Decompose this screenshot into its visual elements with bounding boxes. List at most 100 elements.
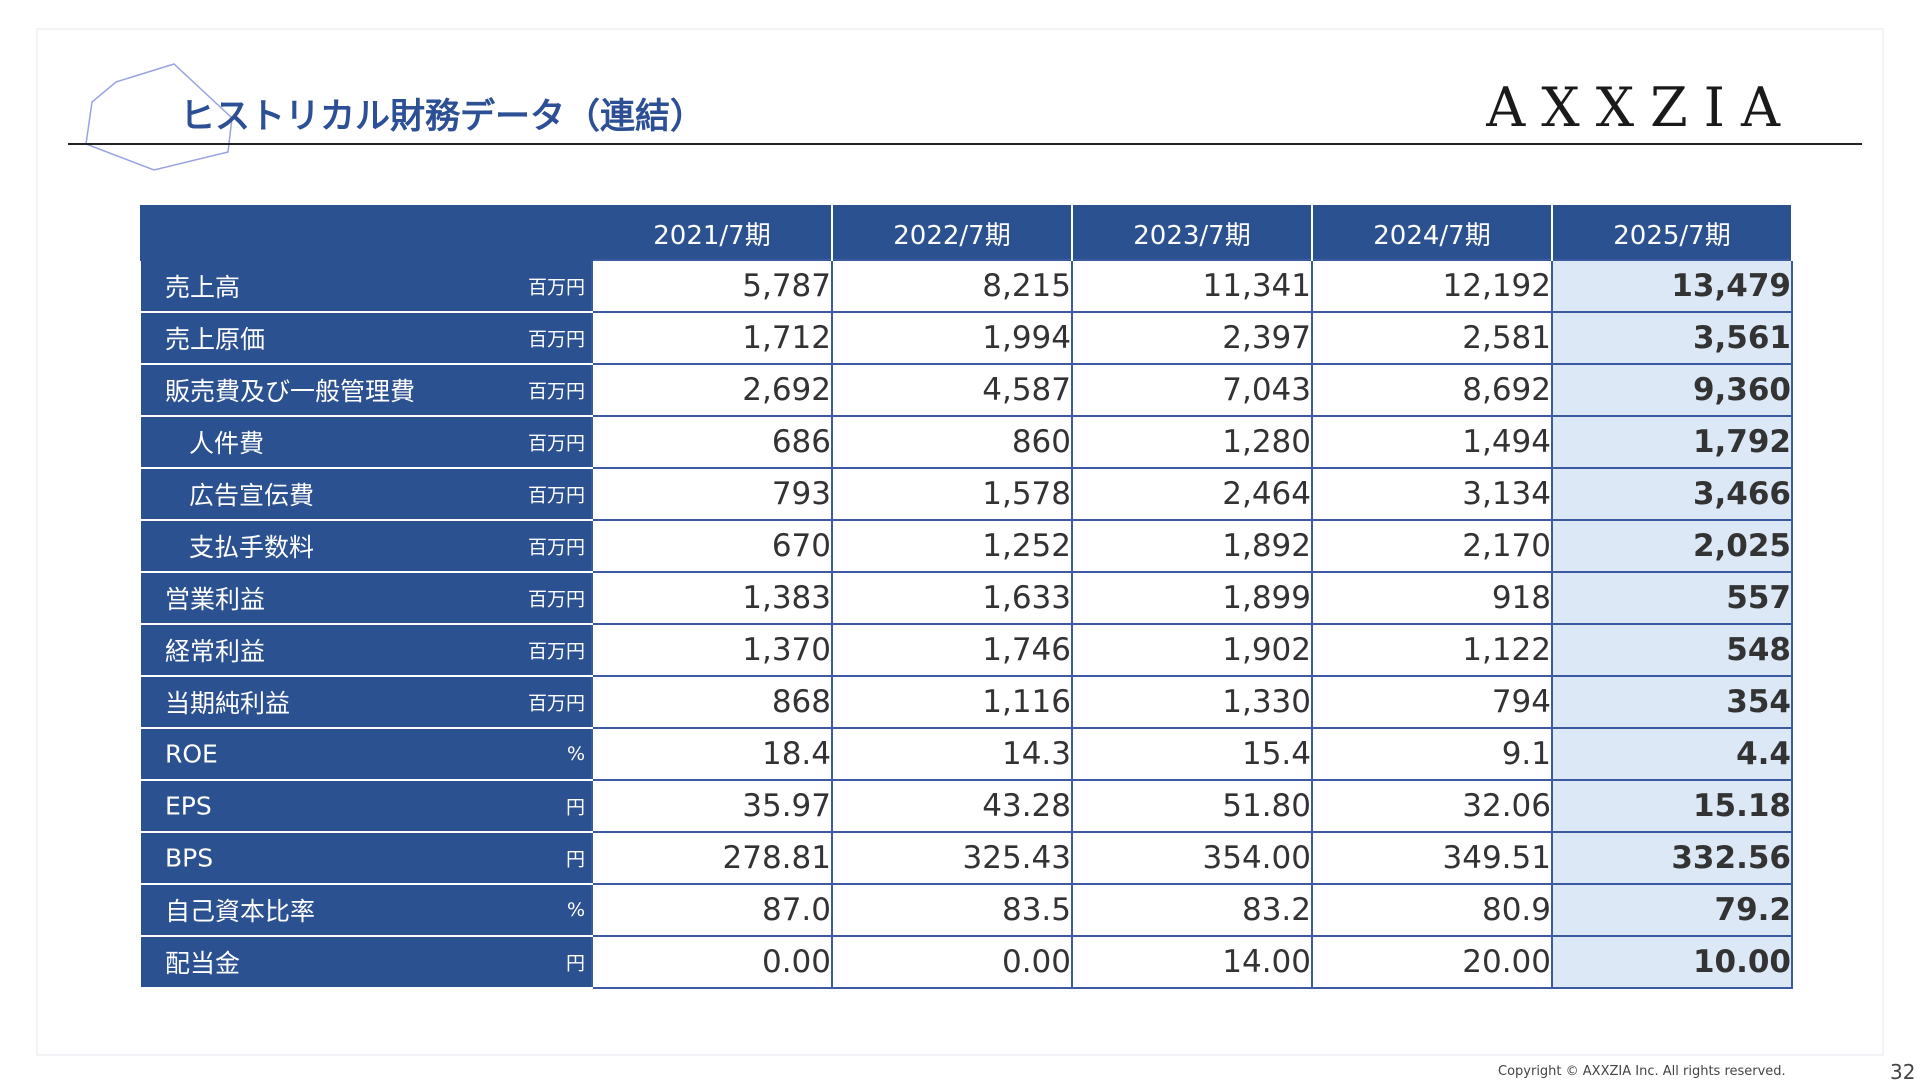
table-cell: 557 xyxy=(1551,571,1793,625)
column-header: 2024/7期 xyxy=(1311,205,1553,260)
table-cell: 14.3 xyxy=(831,727,1073,781)
table-cell: 14.00 xyxy=(1071,935,1313,989)
table-cell: 332.56 xyxy=(1551,831,1793,885)
table-cell: 18.4 xyxy=(591,727,833,781)
table-cell: 79.2 xyxy=(1551,883,1793,937)
copyright-text: Copyright © AXXZIA Inc. All rights reser… xyxy=(1498,1064,1786,1079)
slide-frame xyxy=(36,28,1884,1056)
row-label: 当期純利益 xyxy=(165,689,291,718)
table-cell: 1,494 xyxy=(1311,415,1553,469)
row-label: 販売費及び一般管理費 xyxy=(165,377,416,406)
row-label-cell: 配当金 円 xyxy=(141,936,592,989)
table-row: 営業利益 百万円 1,383 1,633 1,899 918 557 xyxy=(141,571,1793,625)
table-cell: 3,561 xyxy=(1551,311,1793,365)
column-header: 2022/7期 xyxy=(831,205,1073,260)
row-unit: 百万円 xyxy=(527,692,585,715)
row-label-cell: 販売費及び一般管理費 百万円 xyxy=(141,364,592,417)
table-cell: 10.00 xyxy=(1551,935,1793,989)
table-header-row: 2021/7期 2022/7期 2023/7期 2024/7期 2025/7期 xyxy=(140,205,1793,261)
table-corner-cell xyxy=(140,205,593,261)
table-cell: 1,578 xyxy=(831,467,1073,521)
row-label: 営業利益 xyxy=(165,585,266,614)
company-logo: AXXZIA xyxy=(1486,76,1796,139)
row-unit: 円 xyxy=(565,952,585,975)
financial-data-table: 2021/7期 2022/7期 2023/7期 2024/7期 2025/7期 … xyxy=(140,205,1793,989)
table-cell: 2,692 xyxy=(591,363,833,417)
table-cell: 2,025 xyxy=(1551,519,1793,573)
table-cell: 918 xyxy=(1311,571,1553,625)
row-label-cell: 支払手数料 百万円 xyxy=(141,520,592,573)
table-row: ROE% 18.4 14.3 15.4 9.1 4.4 xyxy=(141,727,1793,781)
table-cell: 83.5 xyxy=(831,883,1073,937)
row-label: 売上高 xyxy=(165,273,241,302)
table-row: 広告宣伝費 百万円 793 1,578 2,464 3,134 3,466 xyxy=(141,467,1793,521)
row-label: 経常利益 xyxy=(165,637,266,666)
table-cell: 80.9 xyxy=(1311,883,1553,937)
table-cell: 1,370 xyxy=(591,623,833,677)
table-cell: 1,383 xyxy=(591,571,833,625)
table-cell: 1,712 xyxy=(591,311,833,365)
table-cell: 1,746 xyxy=(831,623,1073,677)
page-number: 32 xyxy=(1890,1060,1916,1084)
table-cell: 2,397 xyxy=(1071,311,1313,365)
table-cell: 7,043 xyxy=(1071,363,1313,417)
table-cell: 548 xyxy=(1551,623,1793,677)
row-label: 人件費 xyxy=(189,429,265,458)
header-divider xyxy=(68,143,1862,145)
row-label-cell: 当期純利益 百万円 xyxy=(141,676,592,729)
table-cell: 13,479 xyxy=(1551,259,1793,313)
row-unit: 百万円 xyxy=(527,328,585,351)
table-cell: 354 xyxy=(1551,675,1793,729)
table-cell: 670 xyxy=(591,519,833,573)
table-cell: 35.97 xyxy=(591,779,833,833)
table-cell: 1,892 xyxy=(1071,519,1313,573)
row-label: 配当金 xyxy=(165,949,241,978)
row-label: EPS xyxy=(165,791,212,821)
table-row: 支払手数料 百万円 670 1,252 1,892 2,170 2,025 xyxy=(141,519,1793,573)
table-row: 配当金円 0.00 0.00 14.00 20.00 10.00 xyxy=(141,935,1793,989)
table-row: 販売費及び一般管理費 百万円 2,692 4,587 7,043 8,692 9,360 xyxy=(141,363,1793,417)
table-cell: 325.43 xyxy=(831,831,1073,885)
row-label-cell: 人件費 百万円 xyxy=(141,416,592,469)
table-row: 経常利益 百万円 1,370 1,746 1,902 1,122 548 xyxy=(141,623,1793,677)
row-label: 広告宣伝費 xyxy=(189,481,315,510)
row-label: 自己資本比率 xyxy=(165,897,316,926)
row-unit: % xyxy=(566,743,585,765)
row-label: BPS xyxy=(165,843,214,873)
table-cell: 354.00 xyxy=(1071,831,1313,885)
table-cell: 2,464 xyxy=(1071,467,1313,521)
page-title: ヒストリカル財務データ（連結） xyxy=(180,97,706,137)
table-cell: 43.28 xyxy=(831,779,1073,833)
table-cell: 2,581 xyxy=(1311,311,1553,365)
row-label-cell: BPS 円 xyxy=(141,832,592,885)
table-row: EPS 円 35.97 43.28 51.80 32.06 15.18 xyxy=(141,779,1793,833)
table-row: BPS 円 278.81 325.43 354.00 349.51 332.56 xyxy=(141,831,1793,885)
table-cell: 87.0 xyxy=(591,883,833,937)
table-cell: 1,122 xyxy=(1311,623,1553,677)
table-row: 当期純利益 百万円 868 1,116 1,330 794 354 xyxy=(141,675,1793,729)
row-label-cell: 売上原価 百万円 xyxy=(141,312,592,365)
row-label: 売上原価 xyxy=(165,325,266,354)
row-unit: 百万円 xyxy=(527,588,585,611)
table-row: 人件費 百万円 686 860 1,280 1,494 1,792 xyxy=(141,415,1793,469)
table-cell: 1,252 xyxy=(831,519,1073,573)
table-cell: 868 xyxy=(591,675,833,729)
row-label-cell: 広告宣伝費 百万円 xyxy=(141,468,592,521)
table-cell: 12,192 xyxy=(1311,259,1553,313)
row-unit: 百万円 xyxy=(527,640,585,663)
table-cell: 1,633 xyxy=(831,571,1073,625)
row-unit: % xyxy=(566,899,585,921)
table-cell: 278.81 xyxy=(591,831,833,885)
table-cell: 1,994 xyxy=(831,311,1073,365)
row-label: 支払手数料 xyxy=(189,533,315,562)
table-cell: 1,792 xyxy=(1551,415,1793,469)
row-unit: 百万円 xyxy=(527,432,585,455)
table-row: 売上高 百万円 5,787 8,215 11,341 12,192 13,479 xyxy=(141,259,1793,313)
table-row: 売上原価 百万円 1,712 1,994 2,397 2,581 3,561 xyxy=(141,311,1793,365)
row-label-cell: 自己資本比率% xyxy=(141,884,592,937)
table-cell: 794 xyxy=(1311,675,1553,729)
table-cell: 349.51 xyxy=(1311,831,1553,885)
row-label-cell: 経常利益 百万円 xyxy=(141,624,592,677)
row-unit: 百万円 xyxy=(527,484,585,507)
table-cell: 0.00 xyxy=(591,935,833,989)
